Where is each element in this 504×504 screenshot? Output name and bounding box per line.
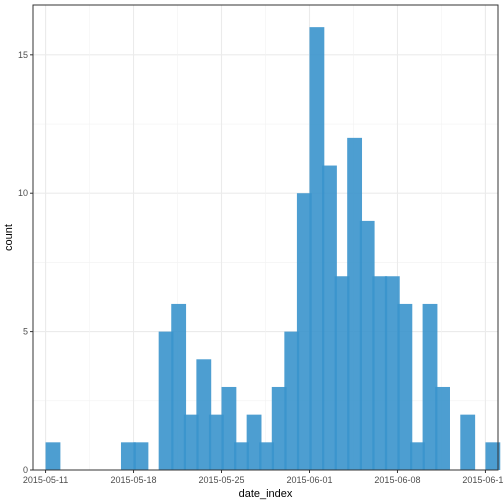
x-tick-label: 2015-05-18 bbox=[111, 475, 157, 485]
x-axis-ticks: 2015-05-11 2015-05-18 2015-05-25 2015-06-01… bbox=[23, 470, 504, 485]
panel-border bbox=[32, 4, 499, 471]
histogram-bar bbox=[359, 220, 375, 470]
histogram-bar bbox=[259, 442, 275, 470]
histogram-bar bbox=[234, 442, 249, 470]
histogram-bar bbox=[372, 276, 388, 470]
histogram-bar bbox=[334, 276, 350, 470]
histogram-bar bbox=[322, 165, 337, 471]
histogram-bar bbox=[221, 386, 237, 470]
y-tick-label: 5 bbox=[23, 327, 28, 337]
x-tick-label: 2015-06-08 bbox=[374, 475, 420, 485]
y-tick-label: 10 bbox=[18, 188, 28, 198]
histogram-bar bbox=[246, 414, 262, 470]
histogram-bar bbox=[208, 414, 224, 470]
histogram-bar bbox=[158, 331, 174, 470]
histogram-bar bbox=[460, 414, 476, 470]
histogram-bar bbox=[309, 27, 325, 471]
histogram-bar bbox=[485, 442, 501, 470]
x-tick-label: 2015-06-01 bbox=[286, 475, 332, 485]
y-axis-title: count bbox=[3, 224, 15, 251]
histogram-bar bbox=[183, 414, 199, 470]
x-tick-label: 2015-05-11 bbox=[23, 475, 68, 485]
histogram-bar bbox=[171, 303, 187, 470]
histogram-bar bbox=[384, 276, 400, 470]
bars bbox=[45, 27, 501, 471]
histogram-bar bbox=[347, 137, 363, 470]
histogram-bar bbox=[271, 386, 287, 470]
histogram-bar bbox=[133, 442, 149, 470]
histogram-bar bbox=[410, 442, 425, 470]
histogram-bar bbox=[284, 331, 300, 470]
x-tick-label: 2015-06-15 bbox=[462, 475, 504, 485]
x-tick-label: 2015-05-25 bbox=[198, 475, 244, 485]
histogram-bar bbox=[120, 442, 136, 470]
histogram-bar bbox=[45, 442, 61, 470]
y-axis-ticks: 0 5 10 15 bbox=[18, 50, 33, 475]
histogram-bar bbox=[397, 303, 413, 470]
histogram-bar bbox=[296, 193, 312, 470]
y-tick-label: 15 bbox=[18, 50, 28, 60]
y-tick-label: 0 bbox=[23, 465, 28, 475]
histogram-bar bbox=[196, 359, 212, 470]
x-axis-title: date_index bbox=[239, 488, 293, 500]
histogram-bar bbox=[422, 303, 438, 470]
histogram-bar bbox=[435, 386, 450, 470]
